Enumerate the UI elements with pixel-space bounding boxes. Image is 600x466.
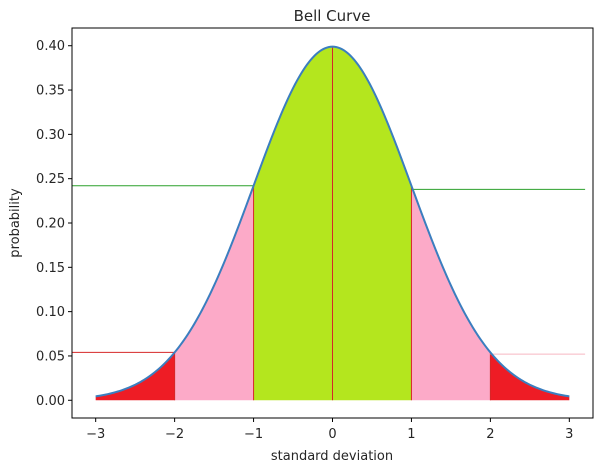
x-tick-label: −2 bbox=[165, 427, 184, 442]
y-axis-ticks: 0.00 0.05 0.10 0.15 0.20 0.25 0.30 0.35 0.40 bbox=[36, 39, 72, 409]
y-tick-label: 0.10 bbox=[36, 305, 65, 320]
y-tick-label: 0.25 bbox=[36, 172, 65, 187]
x-tick-label: 1 bbox=[407, 427, 415, 442]
x-axis-ticks: −3 −2 −1 0 1 2 3 bbox=[86, 418, 573, 442]
y-axis-label: probability bbox=[8, 188, 23, 258]
y-tick-label: 0.15 bbox=[36, 261, 65, 276]
y-tick-label: 0.20 bbox=[36, 217, 65, 232]
fill-region-1 bbox=[95, 352, 175, 401]
y-tick-label: 0.05 bbox=[36, 349, 65, 364]
y-tick-label: 0.40 bbox=[36, 39, 65, 54]
y-tick-label: 0.30 bbox=[36, 128, 65, 143]
y-tick-label: 0.35 bbox=[36, 84, 65, 99]
x-tick-label: −1 bbox=[244, 427, 263, 442]
chart-title: Bell Curve bbox=[294, 7, 371, 25]
plot-area bbox=[72, 45, 586, 401]
x-tick-label: −3 bbox=[86, 427, 105, 442]
x-tick-label: 2 bbox=[486, 427, 494, 442]
x-tick-label: 0 bbox=[328, 427, 336, 442]
x-tick-label: 3 bbox=[565, 427, 573, 442]
x-axis-label: standard deviation bbox=[271, 449, 393, 464]
y-tick-label: 0.00 bbox=[36, 394, 65, 409]
fill-region-5 bbox=[490, 352, 570, 401]
bell-curve-line bbox=[95, 45, 570, 398]
